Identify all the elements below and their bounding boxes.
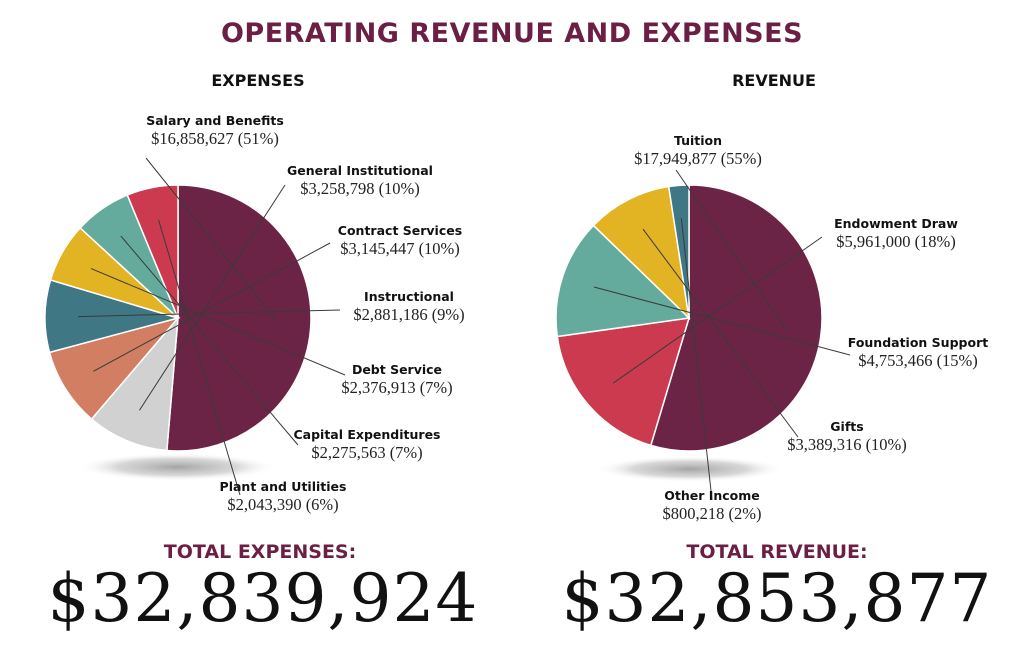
pie-slice-foundation-support: [555, 224, 691, 338]
slice-name: Capital Expenditures: [293, 427, 441, 442]
leader-line-tuition: [675, 169, 789, 333]
slice-name: Plant and Utilities: [219, 479, 347, 494]
leader-line-capital-expenditures: [120, 235, 299, 446]
leader-line-instructional: [77, 309, 341, 318]
slice-name: Endowment Draw: [834, 216, 958, 231]
total-expenses-label: TOTAL EXPENSES:: [163, 541, 357, 563]
leader-line-foundation-support: [593, 286, 851, 356]
label-endowment-draw: Endowment Draw $5,961,000 (18%): [796, 216, 996, 252]
slice-value: $800,218 (2%): [662, 503, 762, 523]
slice-value: $5,961,000 (18%): [836, 231, 956, 251]
label-debt-service: Debt Service $2,376,913 (7%): [297, 362, 497, 398]
label-salary-and-benefits: Salary and Benefits $16,858,627 (51%): [115, 113, 315, 149]
leader-line-endowment-draw: [612, 236, 823, 384]
expenses-chart-title: EXPENSES: [211, 71, 305, 90]
total-revenue-value: $32,853,877: [561, 560, 993, 637]
leader-line-salary-and-benefits: [145, 157, 279, 323]
label-plant-and-utilities: Plant and Utilities $2,043,390 (6%): [183, 479, 383, 515]
leader-line-plant-and-utilities: [158, 219, 241, 496]
revenue-chart-title: REVENUE: [732, 71, 816, 90]
label-foundation-support: Foundation Support $4,753,466 (15%): [818, 335, 1018, 371]
label-contract-services: Contract Services $3,145,447 (10%): [300, 223, 500, 259]
slice-value: $3,258,798 (10%): [300, 178, 420, 198]
slice-value: $3,389,316 (10%): [787, 434, 907, 454]
pie-slice-gifts: [592, 185, 691, 321]
label-tuition: Tuition $17,949,877 (55%): [598, 133, 798, 169]
leader-line-gifts: [642, 228, 799, 438]
pie-slice-plant-and-utilities: [126, 184, 179, 319]
label-capital-expenditures: Capital Expenditures $2,275,563 (7%): [267, 427, 467, 463]
label-other-income: Other Income $800,218 (2%): [612, 488, 812, 524]
total-expenses-value: $32,839,924: [47, 560, 479, 637]
pie-slice-salary-and-benefits: [166, 184, 312, 452]
slice-value: $2,376,913 (7%): [341, 377, 453, 397]
label-gifts: Gifts $3,389,316 (10%): [747, 419, 947, 455]
leader-lines: [77, 157, 851, 501]
leader-line-general-institutional: [139, 184, 286, 411]
slice-value: $17,949,877 (55%): [634, 148, 762, 168]
total-revenue-label: TOTAL REVENUE:: [686, 541, 868, 563]
slice-value: $3,145,447 (10%): [340, 238, 460, 258]
leader-line-other-income: [680, 218, 713, 501]
pie-slice-tuition: [649, 184, 823, 452]
slice-name: Debt Service: [351, 362, 443, 377]
slice-name: General Institutional: [287, 163, 433, 178]
label-instructional: Instructional $2,881,186 (9%): [309, 289, 509, 325]
leader-line-debt-service: [90, 268, 346, 376]
slice-name: Other Income: [664, 488, 760, 503]
slice-name: Salary and Benefits: [146, 113, 284, 128]
slice-name: Gifts: [830, 419, 864, 434]
slice-name: Tuition: [673, 133, 723, 148]
slice-name: Contract Services: [337, 223, 463, 238]
page-title: OPERATING REVENUE AND EXPENSES: [220, 18, 804, 49]
slice-value: $4,753,466 (15%): [858, 350, 978, 370]
slice-value: $16,858,627 (51%): [151, 128, 279, 148]
pie-slice-general-institutional: [90, 315, 179, 452]
slice-value: $2,881,186 (9%): [353, 304, 465, 324]
expenses-pie-shadow: [77, 453, 277, 481]
expenses-pie: [44, 184, 312, 452]
leader-line-contract-services: [93, 242, 331, 372]
revenue-pie: [555, 184, 823, 452]
slice-name: Foundation Support: [847, 335, 989, 350]
revenue-pie-shadow: [595, 456, 785, 482]
slice-value: $2,043,390 (6%): [227, 494, 339, 514]
pie-slice-endowment-draw: [556, 317, 691, 447]
slice-value: $2,275,563 (7%): [311, 442, 423, 462]
label-general-institutional: General Institutional $3,258,798 (10%): [260, 163, 460, 199]
slice-name: Instructional: [364, 289, 454, 304]
